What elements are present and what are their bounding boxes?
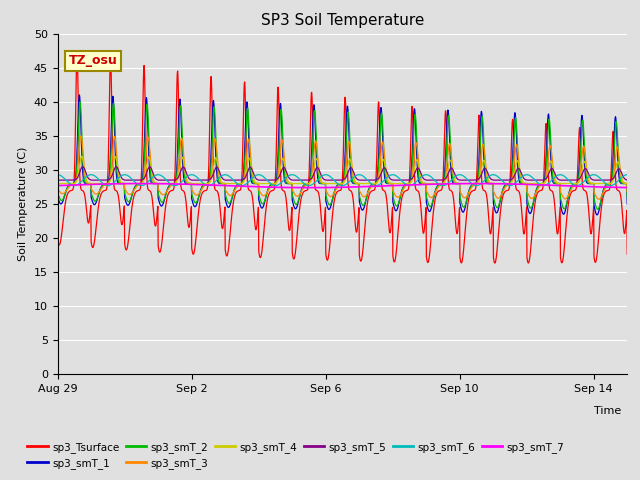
sp3_smT_1 bbox=[54, 194, 61, 200]
Line: sp3_smT_3: sp3_smT_3 bbox=[58, 136, 627, 199]
sp3_smT_2 bbox=[319, 180, 327, 186]
sp3_smT_2 bbox=[76, 99, 84, 105]
sp3_smT_3 bbox=[376, 160, 384, 166]
Line: sp3_smT_2: sp3_smT_2 bbox=[58, 102, 627, 209]
sp3_smT_5 bbox=[623, 177, 631, 183]
sp3_smT_7 bbox=[54, 183, 61, 189]
sp3_smT_7 bbox=[351, 184, 359, 190]
Legend: sp3_Tsurface, sp3_smT_1, sp3_smT_2, sp3_smT_3, sp3_smT_4, sp3_smT_5, sp3_smT_6, : sp3_Tsurface, sp3_smT_1, sp3_smT_2, sp3_… bbox=[23, 438, 568, 473]
sp3_smT_5 bbox=[79, 164, 86, 169]
sp3_smT_1 bbox=[509, 131, 517, 137]
sp3_smT_3 bbox=[319, 180, 327, 186]
sp3_smT_3 bbox=[159, 192, 166, 198]
sp3_smT_4 bbox=[149, 175, 157, 180]
sp3_smT_5 bbox=[319, 176, 327, 182]
sp3_Tsurface bbox=[491, 260, 499, 266]
Line: sp3_smT_4: sp3_smT_4 bbox=[58, 156, 627, 183]
sp3_Tsurface bbox=[376, 143, 384, 149]
sp3_Tsurface bbox=[351, 218, 359, 224]
Line: sp3_smT_7: sp3_smT_7 bbox=[58, 183, 627, 188]
sp3_smT_6 bbox=[623, 172, 631, 178]
sp3_Tsurface bbox=[319, 228, 327, 233]
sp3_smT_6 bbox=[149, 174, 157, 180]
sp3_smT_5 bbox=[159, 177, 166, 183]
sp3_smT_1 bbox=[319, 180, 327, 186]
sp3_smT_5 bbox=[351, 173, 359, 179]
sp3_Tsurface bbox=[54, 236, 61, 242]
sp3_smT_4 bbox=[54, 180, 61, 186]
sp3_smT_5 bbox=[376, 173, 384, 179]
sp3_smT_2 bbox=[509, 147, 517, 153]
sp3_smT_3 bbox=[595, 196, 602, 202]
sp3_smT_1 bbox=[76, 92, 83, 98]
sp3_smT_2 bbox=[623, 194, 631, 200]
sp3_Tsurface bbox=[159, 230, 166, 236]
Line: sp3_smT_5: sp3_smT_5 bbox=[58, 167, 627, 180]
sp3_smT_2 bbox=[376, 131, 384, 136]
sp3_smT_5 bbox=[54, 177, 61, 183]
sp3_smT_4 bbox=[78, 154, 86, 159]
sp3_smT_3 bbox=[509, 167, 517, 173]
sp3_smT_1 bbox=[593, 212, 601, 218]
sp3_smT_7 bbox=[510, 181, 518, 187]
Title: SP3 Soil Temperature: SP3 Soil Temperature bbox=[260, 13, 424, 28]
sp3_smT_7 bbox=[138, 180, 145, 186]
Y-axis label: Soil Temperature (C): Soil Temperature (C) bbox=[18, 147, 28, 261]
sp3_smT_2 bbox=[159, 199, 166, 204]
sp3_smT_1 bbox=[623, 201, 631, 207]
sp3_smT_3 bbox=[351, 180, 359, 185]
sp3_smT_7 bbox=[149, 180, 157, 186]
sp3_smT_4 bbox=[159, 180, 166, 186]
sp3_smT_3 bbox=[149, 177, 157, 182]
sp3_Tsurface bbox=[623, 252, 631, 257]
sp3_smT_7 bbox=[623, 185, 631, 191]
sp3_smT_5 bbox=[149, 170, 157, 176]
sp3_smT_1 bbox=[149, 180, 157, 186]
sp3_smT_6 bbox=[70, 183, 78, 189]
sp3_Tsurface bbox=[73, 51, 81, 57]
sp3_smT_7 bbox=[320, 185, 328, 191]
sp3_smT_6 bbox=[159, 174, 166, 180]
sp3_Tsurface bbox=[149, 201, 157, 207]
sp3_smT_4 bbox=[376, 171, 384, 177]
sp3_smT_6 bbox=[351, 173, 359, 179]
sp3_smT_4 bbox=[623, 180, 631, 186]
sp3_smT_1 bbox=[159, 202, 166, 207]
sp3_smT_6 bbox=[54, 172, 61, 178]
sp3_smT_1 bbox=[351, 180, 359, 186]
sp3_smT_3 bbox=[623, 189, 631, 194]
Line: sp3_smT_1: sp3_smT_1 bbox=[58, 95, 627, 215]
sp3_smT_2 bbox=[54, 190, 61, 195]
sp3_smT_4 bbox=[319, 180, 327, 186]
sp3_smT_1 bbox=[376, 113, 384, 119]
Line: sp3_smT_6: sp3_smT_6 bbox=[58, 175, 627, 186]
Text: Time: Time bbox=[593, 406, 621, 416]
sp3_smT_2 bbox=[351, 180, 359, 186]
sp3_smT_2 bbox=[594, 206, 602, 212]
sp3_Tsurface bbox=[510, 144, 518, 149]
sp3_smT_2 bbox=[149, 180, 157, 186]
sp3_smT_3 bbox=[54, 186, 61, 192]
sp3_smT_4 bbox=[351, 179, 359, 184]
sp3_smT_7 bbox=[376, 183, 384, 189]
sp3_smT_4 bbox=[509, 174, 517, 180]
sp3_smT_6 bbox=[319, 172, 327, 178]
sp3_smT_6 bbox=[509, 181, 517, 187]
sp3_smT_5 bbox=[509, 174, 517, 180]
sp3_smT_7 bbox=[305, 185, 313, 191]
sp3_smT_7 bbox=[159, 181, 166, 187]
Line: sp3_Tsurface: sp3_Tsurface bbox=[58, 54, 627, 263]
Text: TZ_osu: TZ_osu bbox=[69, 54, 118, 67]
sp3_smT_3 bbox=[77, 133, 85, 139]
sp3_smT_6 bbox=[376, 181, 384, 187]
